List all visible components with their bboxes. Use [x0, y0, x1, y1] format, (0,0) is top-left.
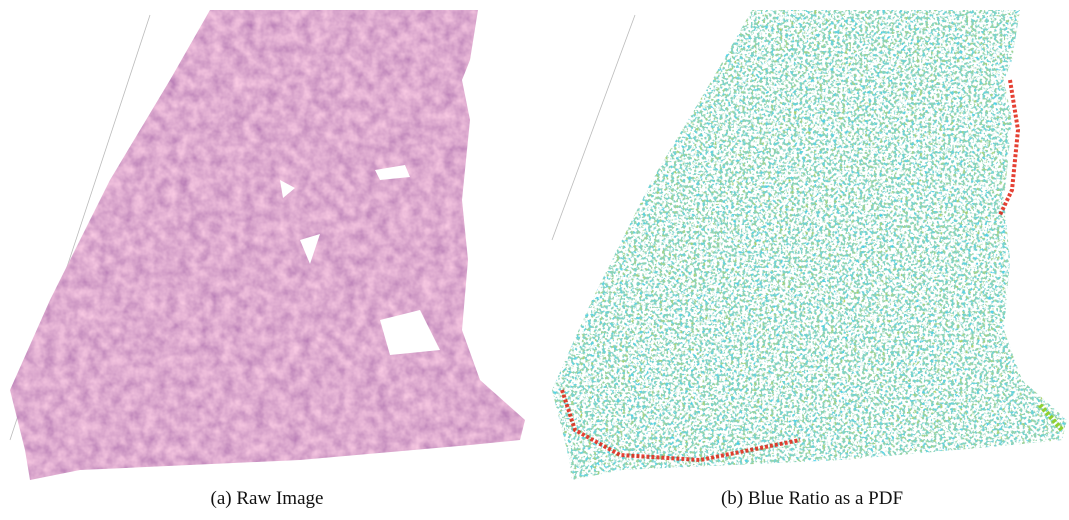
- scan-edge: [552, 15, 635, 240]
- panel-a-image: [10, 10, 525, 480]
- caption: (a) Raw Image: [211, 488, 324, 509]
- tissue-he: [10, 10, 525, 480]
- page: (a) Raw Image (b) Blue Ratio as a PDF ((…: [0, 0, 1069, 520]
- tissue-blue-ratio: [552, 10, 1067, 480]
- caption: (b) Blue Ratio as a PDF: [721, 488, 903, 509]
- figure: (a) Raw Image (b) Blue Ratio as a PDF: [0, 0, 1069, 520]
- panel-b-image: [552, 10, 1067, 480]
